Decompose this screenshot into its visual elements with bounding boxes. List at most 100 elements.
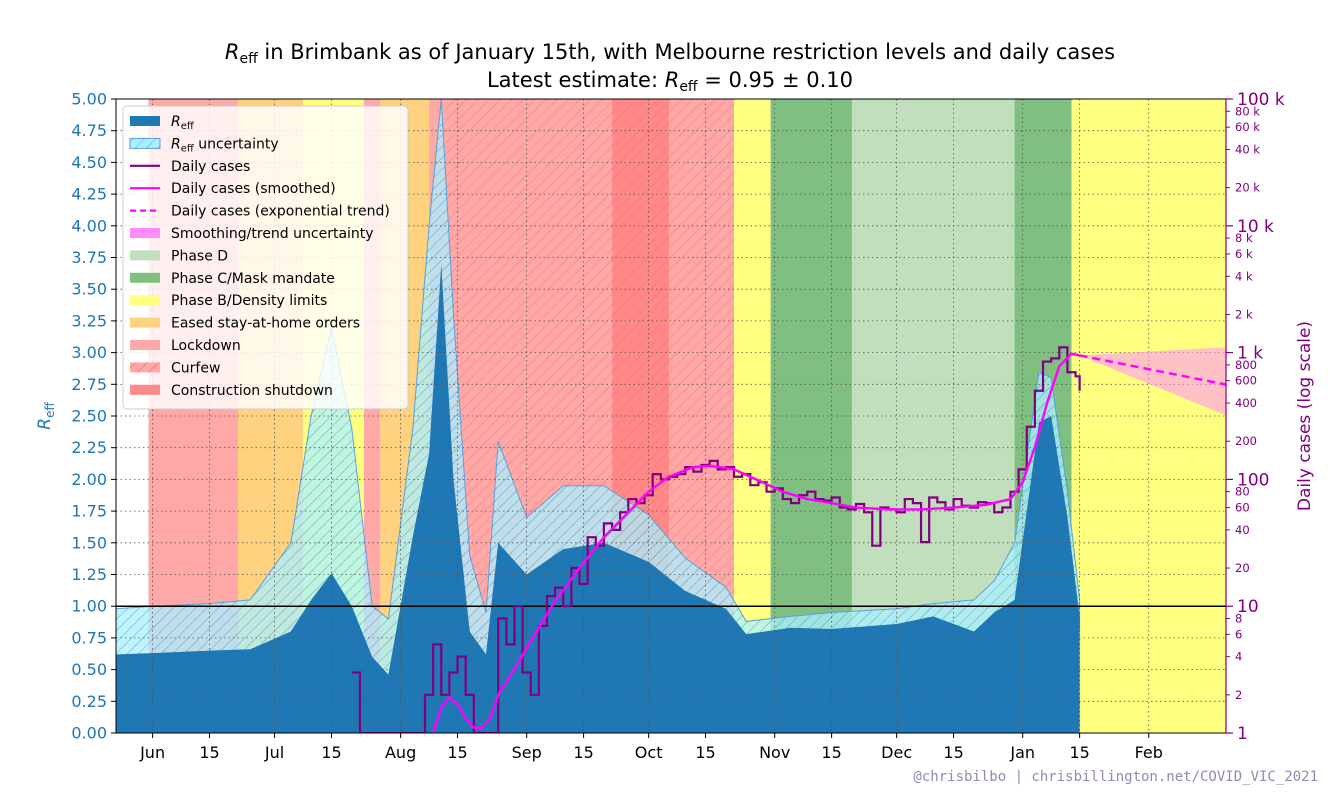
ylabel-symbol: R (35, 418, 55, 430)
left-tick-label: 3.75 (71, 248, 107, 267)
chart-title-line2: Latest estimate: Reff = 0.95 ± 0.10 (487, 68, 853, 95)
left-tick-label: 0.25 (71, 692, 107, 711)
right-minor-tick-label: 80 k (1235, 104, 1260, 118)
left-tick-label: 2.75 (71, 375, 107, 394)
left-tick-label: 4.25 (71, 185, 107, 204)
right-major-tick-label: 100 k (1237, 90, 1285, 110)
legend-swatch-reff (130, 116, 160, 126)
x-axis-ticks: Jun 15 Jul 15 Aug 15 Sep 15 Oct 15 Nov 15 Dec 15 Jan 15… (139, 733, 1163, 762)
legend-swatch-curfew-hatch (130, 362, 160, 373)
x-tick-label: 15 (695, 743, 715, 762)
smoothed-cases-line (431, 352, 1080, 733)
title2-prefix: Latest estimate: (487, 68, 665, 92)
x-tick-label: 15 (447, 743, 467, 762)
x-tick-label: 15 (943, 743, 963, 762)
left-tick-label: 0.50 (71, 660, 107, 679)
daily-cases-line (351, 346, 1081, 733)
title1-rest: in Brimbank as of January 15th, with Mel… (258, 40, 1115, 64)
legend-swatch-reff-unc-hatch (130, 138, 160, 149)
x-tick-label: Aug (385, 743, 416, 762)
right-minor-tick-label: 2 (1235, 688, 1242, 702)
legend-label-phaseC: Phase C/Mask mandate (171, 271, 335, 287)
case-lines (351, 346, 1226, 733)
x-tick-label: Dec (881, 743, 912, 762)
left-axis-label: Reff (35, 402, 57, 430)
left-tick-label: 5.00 (71, 90, 107, 109)
right-major-tick-label: 10 (1237, 597, 1259, 617)
right-axis-ticks: 1 10 100 1 k 10 k 100 k 2 4 6 8 20 40 60 80 200 400 600 8… (1226, 90, 1285, 744)
right-minor-tick-label: 800 (1235, 358, 1257, 372)
right-major-tick-label: 100 (1237, 470, 1269, 490)
legend-label-eased: Eased stay-at-home orders (171, 316, 360, 332)
right-major-tick-label: 1 k (1237, 344, 1263, 364)
title1-subscript: eff (239, 51, 258, 67)
trend-uncertainty-band (1079, 347, 1226, 416)
left-tick-label: 2.25 (71, 438, 107, 457)
right-minor-tick-label: 20 (1235, 561, 1250, 575)
legend-label-cases: Daily cases (171, 159, 250, 175)
left-tick-label: 3.50 (71, 280, 107, 299)
legend-swatch-construction (130, 384, 160, 395)
x-tick-label: 15 (199, 743, 219, 762)
left-tick-label: 3.00 (71, 343, 107, 362)
right-major-tick-label: 1 (1237, 724, 1248, 744)
x-tick-label: Jul (264, 743, 284, 762)
legend-swatch-phaseD (130, 250, 160, 261)
legend-label-smooth_unc: Smoothing/trend uncertainty (171, 226, 374, 242)
right-minor-tick-label: 4 (1235, 650, 1242, 664)
left-tick-label: 0.75 (71, 628, 107, 647)
legend-label-trend: Daily cases (exponential trend) (171, 204, 390, 220)
left-tick-label: 4.50 (71, 153, 107, 172)
right-axis-label: Daily cases (log scale) (1295, 321, 1315, 511)
legend-swatch-smooth_unc (130, 228, 160, 238)
legend-swatch-eased (130, 317, 160, 328)
left-tick-label: 3.25 (71, 311, 107, 330)
legend-label-phaseD: Phase D (171, 248, 228, 264)
chart-title-line1: Reff in Brimbank as of January 15th, wit… (225, 40, 1115, 67)
title2-rest: = 0.95 ± 0.10 (698, 68, 853, 92)
x-tick-label: Sep (512, 743, 542, 762)
x-tick-label: Nov (759, 743, 790, 762)
right-minor-tick-label: 8 k (1235, 231, 1253, 245)
title1-symbol: R (225, 40, 240, 64)
legend-label-phaseB: Phase B/Density limits (171, 293, 327, 309)
x-tick-label: Feb (1135, 743, 1163, 762)
right-minor-tick-label: 40 k (1235, 142, 1260, 156)
ylabel-subscript: eff (43, 402, 57, 418)
left-tick-label: 2.00 (71, 470, 107, 489)
legend-label-construction: Construction shutdown (171, 383, 333, 399)
right-minor-tick-label: 80 (1235, 485, 1250, 499)
x-tick-label: Jan (1009, 743, 1035, 762)
left-tick-label: 4.75 (71, 121, 107, 140)
right-minor-tick-label: 40 (1235, 523, 1250, 537)
legend-label-smooth: Daily cases (smoothed) (171, 181, 336, 197)
x-tick-label: 15 (1069, 743, 1089, 762)
right-minor-tick-label: 6 k (1235, 247, 1253, 261)
left-tick-label: 1.75 (71, 502, 107, 521)
x-tick-label: 15 (573, 743, 593, 762)
left-tick-label: 1.50 (71, 533, 107, 552)
legend-swatch-lockdown (130, 340, 160, 350)
legend: Reff Reff uncertainty Daily cases Daily cas… (122, 105, 409, 410)
reff-uncertainty-hatch (116, 99, 1080, 721)
right-minor-tick-label: 60 (1235, 501, 1250, 515)
left-axis-ticks: 0.00 0.25 0.50 0.75 1.00 1.25 1.50 1.75 2.00 2.25… (71, 90, 116, 743)
reff-area (116, 263, 1080, 733)
title2-subscript: eff (679, 79, 698, 95)
reff-estimate-area (116, 263, 1080, 733)
legend-swatch-phaseC (130, 272, 160, 283)
right-minor-tick-label: 60 k (1235, 120, 1260, 134)
right-minor-tick-label: 6 (1235, 627, 1242, 641)
right-minor-tick-label: 4 k (1235, 269, 1253, 283)
legend-label-reff_unc: Reff uncertainty (171, 136, 279, 154)
right-minor-tick-label: 8 (1235, 611, 1242, 625)
right-major-tick-label: 10 k (1237, 217, 1274, 237)
x-tick-label: Jun (139, 743, 165, 762)
legend-swatch-phaseB (130, 295, 160, 306)
left-tick-label: 2.50 (71, 407, 107, 426)
right-minor-tick-label: 2 k (1235, 307, 1253, 321)
legend-label-lockdown: Lockdown (171, 338, 241, 354)
x-tick-label: Oct (635, 743, 663, 762)
exponential-trend-line (1079, 354, 1226, 386)
